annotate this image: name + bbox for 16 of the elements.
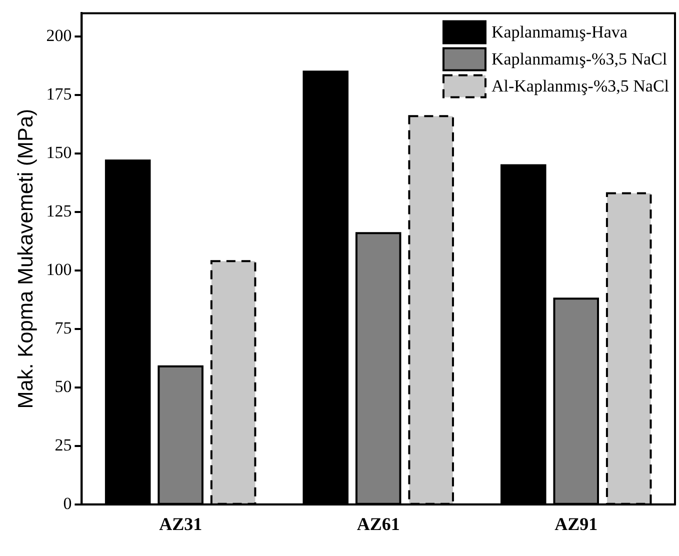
- y-tick-label: 0: [63, 494, 72, 513]
- y-tick-label: 50: [54, 376, 72, 396]
- y-tick-label: 25: [54, 435, 72, 454]
- x-tick-label: AZ61: [356, 514, 400, 534]
- y-tick-label: 200: [46, 26, 72, 46]
- legend-label: Kaplanmamış-%3,5 NaCl: [491, 50, 668, 69]
- legend-label: Kaplanmamış-Hava: [491, 22, 628, 42]
- y-tick-label: 125: [46, 201, 72, 220]
- y-tick-label: 75: [54, 318, 72, 338]
- y-tick-label: 150: [46, 143, 72, 162]
- x-tick-label: AZ31: [159, 514, 202, 534]
- legend-label: Al-Kaplanmış-%3,5 NaCl: [491, 76, 670, 96]
- y-tick-label: 100: [46, 260, 72, 279]
- y-tick-label: 175: [46, 84, 72, 104]
- y-axis-title: Mak. Kopma Mukavemeti (MPa): [14, 108, 38, 409]
- x-tick-label: AZ91: [554, 514, 598, 534]
